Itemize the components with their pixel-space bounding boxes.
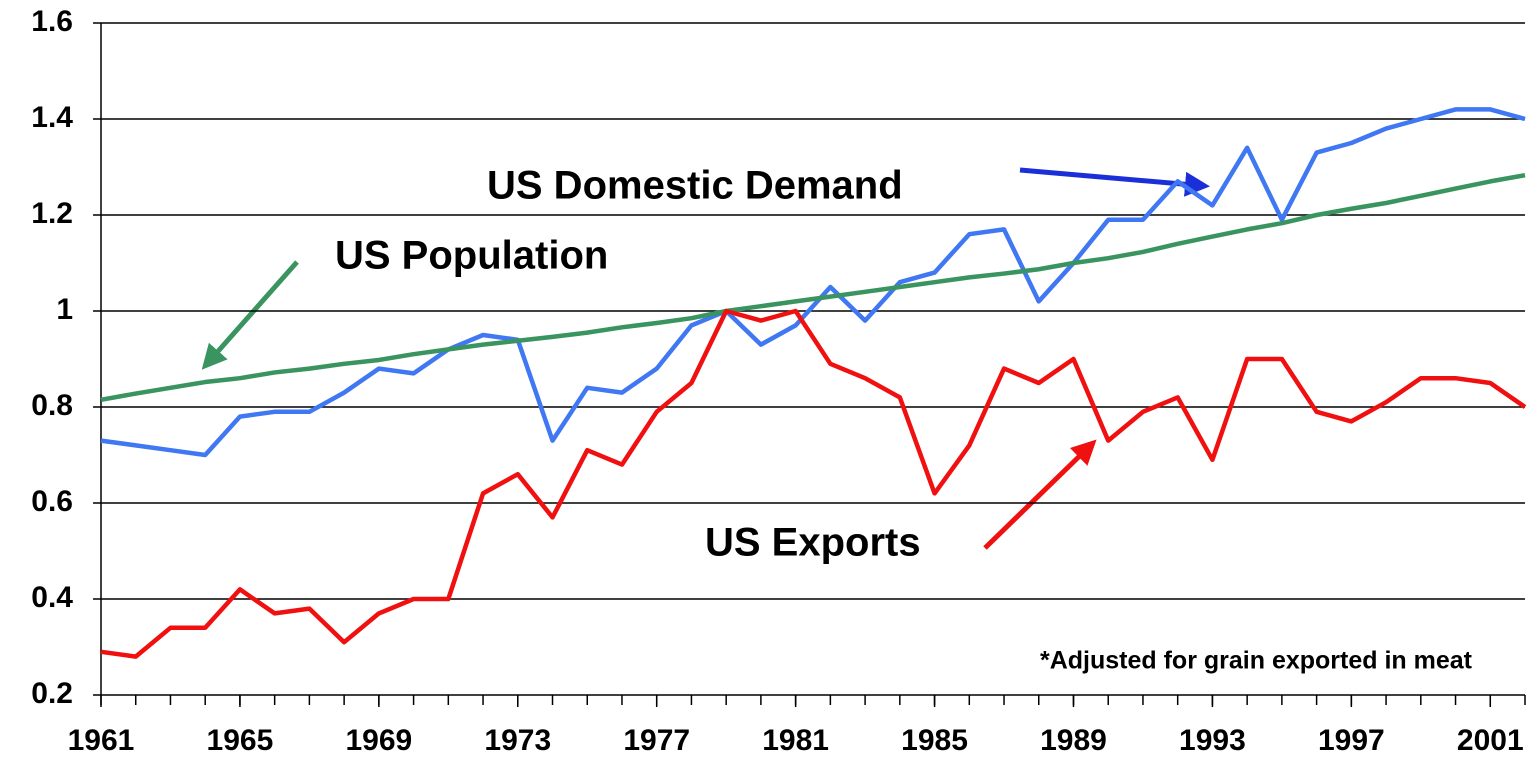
x-tick-label: 2001 (1457, 724, 1524, 757)
y-tick-label: 0.6 (31, 485, 73, 518)
y-tick-label: 1.6 (31, 5, 73, 38)
x-tick-label: 1981 (762, 724, 829, 757)
y-tick-label: 0.2 (31, 677, 73, 710)
series-label: US Domestic Demand (487, 164, 903, 208)
x-tick-label: 1989 (1040, 724, 1107, 757)
data-line (100, 308, 1527, 659)
series-label: US Exports (705, 521, 921, 565)
x-tick-label: 1997 (1318, 724, 1385, 757)
y-tick-label: 1.4 (31, 101, 73, 134)
arrow (201, 260, 299, 370)
x-tick-label: 1993 (1179, 724, 1246, 757)
x-tick-label: 1969 (345, 724, 412, 757)
y-tick-label: 0.4 (31, 581, 73, 614)
data-line (100, 107, 1526, 458)
series-label: US Population (335, 234, 608, 278)
footnote: *Adjusted for grain exported in meat (1040, 647, 1473, 675)
data-line (100, 172, 1526, 403)
y-tick-label: 1.2 (31, 197, 73, 230)
x-tick-label: 1961 (68, 724, 135, 757)
y-tick-label: 0.8 (31, 389, 73, 422)
arrow (983, 439, 1097, 550)
x-tick-label: 1973 (484, 724, 551, 757)
y-tick-label: 1 (56, 293, 73, 326)
x-tick-label: 1985 (901, 724, 968, 757)
x-tick-label: 1977 (623, 724, 690, 757)
x-tick-label: 1965 (207, 724, 274, 757)
